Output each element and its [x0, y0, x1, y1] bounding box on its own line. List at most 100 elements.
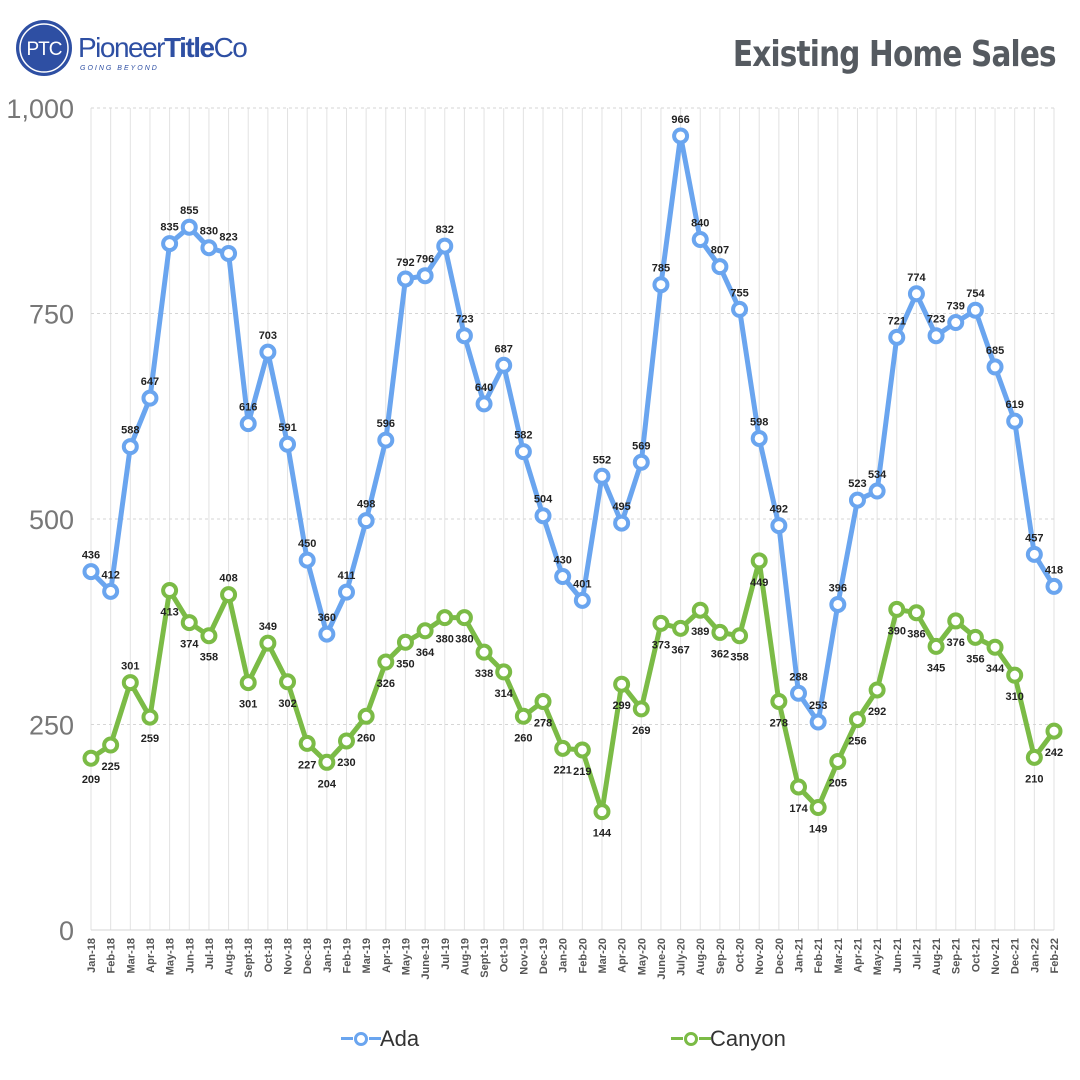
- x-tick-label: Jul-19: [440, 938, 452, 970]
- canyon-point: [888, 600, 906, 618]
- canyon-point: [947, 612, 965, 630]
- ada-point: [554, 568, 572, 586]
- logo-tagline: GOING BEYOND: [80, 65, 159, 72]
- canyon-point: [141, 708, 159, 726]
- x-tick-label: Oct-18: [263, 938, 275, 972]
- ada-point: [180, 218, 198, 236]
- canyon-data-label: 209: [82, 774, 100, 786]
- ada-data-label: 755: [730, 287, 748, 299]
- canyon-data-label: 413: [160, 607, 178, 619]
- x-tick-label: Aug-21: [931, 938, 943, 975]
- canyon-data-label: 449: [750, 577, 768, 589]
- canyon-data-label: 390: [888, 625, 906, 637]
- ada-point: [239, 415, 257, 433]
- canyon-data-label: 364: [416, 647, 435, 659]
- ada-data-label: 823: [219, 231, 237, 243]
- canyon-data-label: 278: [770, 717, 788, 729]
- x-tick-label: Nov-19: [518, 938, 530, 975]
- x-tick-label: May-19: [400, 938, 412, 975]
- ada-point: [141, 389, 159, 407]
- canyon-point: [436, 609, 454, 627]
- x-tick-label: Mar-19: [361, 938, 373, 973]
- canyon-data-label: 260: [514, 732, 532, 744]
- ada-data-label: 504: [534, 494, 553, 506]
- ada-data-label: 832: [436, 224, 454, 236]
- x-tick-label: Mar-21: [833, 938, 845, 973]
- ada-data-label: 619: [1006, 399, 1024, 411]
- ada-point: [947, 314, 965, 332]
- x-tick-label: May-20: [636, 938, 648, 975]
- legend-item-ada: Ada: [341, 1026, 419, 1052]
- ada-data-label: 418: [1045, 564, 1063, 576]
- ada-data-label: 288: [789, 671, 807, 683]
- x-tick-label: June-20: [656, 938, 668, 980]
- x-tick-label: Sept-18: [243, 938, 255, 978]
- ada-data-label: 647: [141, 376, 159, 388]
- canyon-data-label: 358: [200, 652, 218, 664]
- ada-data-label: 552: [593, 454, 611, 466]
- x-tick-label: Jan-22: [1029, 938, 1041, 973]
- ada-point: [357, 512, 375, 530]
- ada-data-label: 754: [966, 288, 985, 300]
- ada-data-label: 687: [495, 343, 513, 355]
- ada-point: [102, 582, 120, 600]
- canyon-marker-icon: [671, 1032, 711, 1046]
- ada-data-label: 685: [986, 345, 1004, 357]
- logo-name-bold: Title: [164, 32, 214, 63]
- x-tick-label: Jan-21: [794, 938, 806, 973]
- chart-title: Existing Home Sales: [733, 34, 1057, 75]
- canyon-data-label: 380: [436, 634, 454, 646]
- canyon-point: [966, 628, 984, 646]
- y-tick-label: 0: [59, 916, 74, 946]
- ada-data-label: 598: [750, 416, 768, 428]
- ada-point: [534, 507, 552, 525]
- canyon-point: [102, 736, 120, 754]
- ada-point: [1025, 545, 1043, 563]
- ada-point: [632, 453, 650, 471]
- canyon-point: [180, 614, 198, 632]
- ada-point: [1006, 412, 1024, 430]
- ada-data-label: 591: [278, 422, 296, 434]
- ada-point: [436, 237, 454, 255]
- canyon-point: [279, 673, 297, 691]
- x-tick-label: Oct-21: [970, 938, 982, 972]
- x-tick-label: Jun-18: [184, 938, 196, 973]
- ada-data-label: 430: [553, 555, 571, 567]
- x-tick-label: Feb-19: [341, 938, 353, 973]
- ada-point: [200, 239, 218, 257]
- x-tick-label: May-21: [872, 938, 884, 975]
- ada-data-label: 412: [101, 569, 119, 581]
- ada-point: [907, 285, 925, 303]
- x-tick-label: Dec-18: [302, 938, 314, 974]
- canyon-data-label: 350: [396, 658, 414, 670]
- canyon-point: [357, 707, 375, 725]
- canyon-point: [868, 681, 886, 699]
- ada-data-label: 840: [691, 218, 709, 230]
- x-tick-label: June-19: [420, 938, 432, 980]
- ada-point: [770, 517, 788, 535]
- logo-name-regular: Pioneer: [78, 32, 165, 63]
- canyon-point: [1006, 666, 1024, 684]
- ada-data-label: 436: [82, 550, 100, 562]
- ada-point: [790, 684, 808, 702]
- canyon-data-label: 260: [357, 732, 375, 744]
- ada-data-label: 796: [416, 254, 434, 266]
- ada-data-label: 588: [121, 425, 139, 437]
- ada-point: [161, 235, 179, 253]
- logo-badge-ring: [19, 23, 69, 73]
- x-tick-label: Jan-19: [322, 938, 334, 973]
- canyon-data-label: 349: [259, 621, 277, 633]
- canyon-point: [632, 700, 650, 718]
- ada-point: [573, 591, 591, 609]
- canyon-point: [613, 675, 631, 693]
- canyon-point: [495, 663, 513, 681]
- canyon-data-label: 338: [475, 668, 493, 680]
- ada-point: [868, 482, 886, 500]
- ada-point: [672, 127, 690, 145]
- canyon-point: [121, 674, 139, 692]
- canyon-point: [573, 741, 591, 759]
- canyon-data-label: 345: [927, 662, 945, 674]
- ada-point: [121, 438, 139, 456]
- canyon-point: [239, 674, 257, 692]
